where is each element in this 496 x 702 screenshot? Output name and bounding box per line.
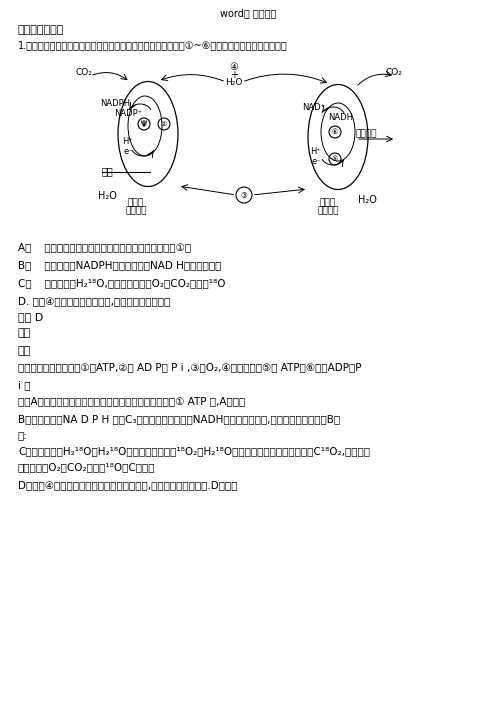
Text: e⁻: e⁻ (123, 147, 133, 157)
Text: 光能: 光能 (102, 166, 114, 176)
Text: B、叶绿体中的NA D P H 参与C₃的还原，线粒体中的NADH与氧结合生成水,二者都具有还原性，B正: B、叶绿体中的NA D P H 参与C₃的还原，线粒体中的NADH与氧结合生成水… (18, 414, 340, 424)
Text: ⑤: ⑤ (332, 156, 338, 162)
Text: 呼吸作用: 呼吸作用 (318, 206, 339, 215)
Text: +: + (230, 70, 238, 80)
Text: CO₂: CO₂ (385, 68, 402, 77)
Text: 一、单项选择题: 一、单项选择题 (18, 25, 64, 35)
Text: 对题图进行分析可知，①为ATP,②为 AD P和 P i ,③为O₂,④是葡萄糖，⑤是 ATP，⑥代表ADP和P: 对题图进行分析可知，①为ATP,②为 AD P和 P i ,③为O₂,④是葡萄糖… (18, 362, 362, 372)
Text: i 。: i 。 (18, 380, 30, 390)
Text: H₂O: H₂O (225, 78, 243, 87)
Text: word版 高中生物: word版 高中生物 (220, 8, 276, 18)
Text: 做功的能: 做功的能 (356, 129, 377, 138)
Text: D、物质④为葡萄糖，在在叶绿体基质中合成,在细胞质基质中分解.D错误。: D、物质④为葡萄糖，在在叶绿体基质中合成,在细胞质基质中分解.D错误。 (18, 480, 238, 490)
Text: 解析: 解析 (18, 328, 31, 338)
Text: H₂O: H₂O (358, 195, 377, 205)
Text: 光合作用: 光合作用 (126, 206, 147, 215)
Text: H⁺: H⁺ (123, 138, 133, 147)
Text: H₂O: H₂O (98, 191, 117, 201)
Text: 答案 D: 答案 D (18, 312, 43, 322)
Text: 分析: 分析 (18, 346, 31, 356)
Text: e⁻: e⁻ (311, 157, 321, 166)
Text: ③: ③ (241, 190, 248, 199)
Text: ①: ① (141, 121, 147, 127)
Text: NADPH: NADPH (100, 100, 130, 109)
Text: ②: ② (161, 121, 167, 127)
Text: CO₂: CO₂ (75, 68, 92, 77)
Text: ⑥: ⑥ (332, 129, 338, 135)
Text: C、给植物提供H₂¹⁸O，H₂¹⁸O参与光反应生成的¹⁸O₂，H₂¹⁸O参与需氧呼吸的第二阶段生成C¹⁸O₂,因此短时: C、给植物提供H₂¹⁸O，H₂¹⁸O参与光反应生成的¹⁸O₂，H₂¹⁸O参与需氧… (18, 446, 370, 456)
Text: 1.绿色植物光合作用和呼吸作用之间的能量转换如图所示，图中①~⑥代表物质，有关叙述错误的是: 1.绿色植物光合作用和呼吸作用之间的能量转换如图所示，图中①~⑥代表物质，有关叙… (18, 40, 288, 50)
Text: B．    叶绿体中的NADPH和线粒体中的NAD H都具有还原性: B． 叶绿体中的NADPH和线粒体中的NAD H都具有还原性 (18, 260, 221, 270)
Text: 叶绿体: 叶绿体 (128, 198, 144, 207)
Text: NAD⁺: NAD⁺ (302, 102, 325, 112)
Text: 详解A、植物光反应把太阳能转变为活跃的化学能贮存在① ATP 中,A正确；: 详解A、植物光反应把太阳能转变为活跃的化学能贮存在① ATP 中,A正确； (18, 396, 245, 406)
Text: C．    给植物提供H₂¹⁸O,短时间内生成的O₂和CO₂均可含¹⁸O: C． 给植物提供H₂¹⁸O,短时间内生成的O₂和CO₂均可含¹⁸O (18, 278, 226, 288)
Text: D. 物质④在叶绿体基质中合成,在线粒体基质中分解: D. 物质④在叶绿体基质中合成,在线粒体基质中分解 (18, 296, 170, 306)
Text: NADP⁺: NADP⁺ (114, 110, 142, 119)
Text: 间内生成的O₂和CO₂均可含¹⁸O，C正确；: 间内生成的O₂和CO₂均可含¹⁸O，C正确； (18, 462, 156, 472)
Text: H⁺: H⁺ (310, 147, 321, 157)
Text: A．    植物光反应把太阳能转变为活跃的化学能贮存在①中: A． 植物光反应把太阳能转变为活跃的化学能贮存在①中 (18, 242, 191, 252)
Text: ④: ④ (230, 62, 239, 72)
Text: 线粒体: 线粒体 (320, 198, 336, 207)
Text: NADH: NADH (328, 112, 353, 121)
Text: 确:: 确: (18, 430, 28, 440)
